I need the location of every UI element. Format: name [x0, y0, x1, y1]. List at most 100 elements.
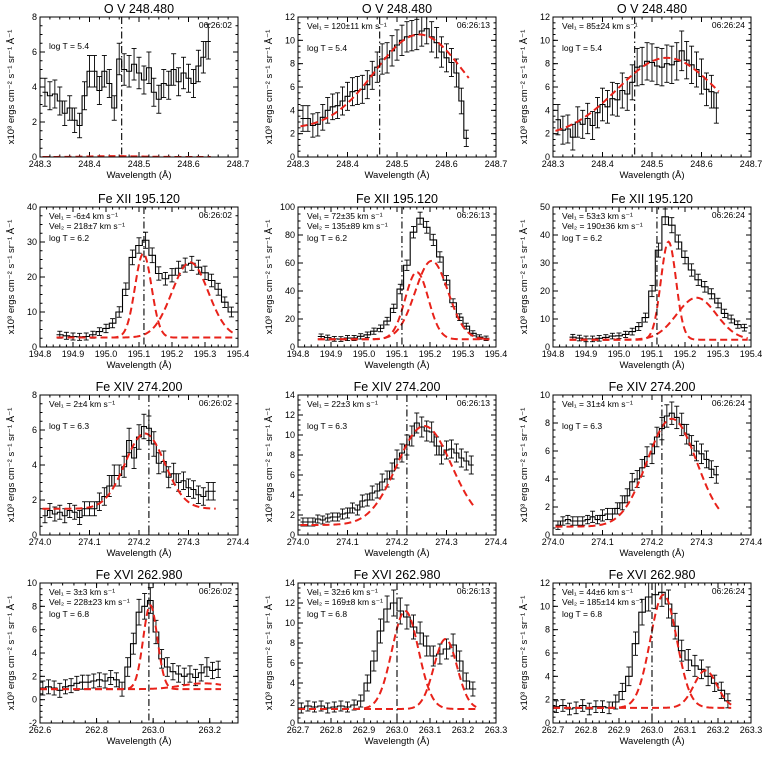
y-tick-label: 2: [32, 495, 37, 505]
y-tick-label: 0: [545, 718, 550, 728]
panel-title: Fe XVI 262.980: [609, 568, 696, 582]
x-tick-label: 248.4: [78, 159, 101, 169]
spectral-panel: Fe XII 195.120 194.8 194.9 195.0 195.1 195.2 1…: [6, 192, 249, 371]
timestamp-label: 06:26:24: [712, 398, 745, 408]
gaussian-fit-curve: [298, 638, 477, 710]
panel-title: Fe XIV 274.200: [609, 380, 696, 394]
y-tick-label: 20: [540, 286, 550, 296]
y-tick-label: 2: [545, 502, 550, 512]
velocity-annotation: Vel₁ = 72±35 km s⁻¹: [307, 211, 383, 221]
y-axis-label: x10³ ergs cm⁻² s⁻¹ sr⁻¹ Å⁻¹: [6, 220, 17, 335]
x-tick-label: 195.1: [386, 349, 409, 359]
y-tick-label: 4: [290, 490, 295, 500]
spectral-panel: Fe XVI 262.980 262.7 262.8 262.9 263.0 263.1 2…: [519, 568, 762, 747]
x-tick-label: 263.2: [198, 725, 221, 735]
y-tick-label: 10: [540, 601, 550, 611]
timestamp-label: 06:26:13: [457, 210, 490, 220]
intensity-histogram: [569, 216, 748, 340]
x-tick-label: 195.2: [419, 349, 442, 359]
x-tick-label: 195.2: [674, 349, 697, 359]
x-axis-label: Wavelength (Å): [106, 360, 171, 371]
y-tick-label: 8: [290, 638, 295, 648]
x-tick-label: 274.2: [386, 537, 409, 547]
y-tick-label: 0: [32, 530, 37, 540]
gaussian-fit-curve: [40, 604, 222, 691]
y-tick-label: 0: [32, 342, 37, 352]
panel-title: Fe XIV 274.200: [354, 380, 441, 394]
gaussian-fit-curve: [40, 682, 222, 691]
panel-title: Fe XII 195.120: [356, 192, 438, 206]
y-tick-label: 12: [285, 12, 295, 22]
x-tick-label: 195.4: [740, 349, 763, 359]
y-axis-label: x10³ ergs cm⁻² s⁻¹ sr⁻¹ Å⁻¹: [519, 408, 530, 523]
data-layer: [555, 17, 720, 157]
data-layer: [553, 583, 732, 723]
gaussian-fit-curve: [553, 669, 732, 709]
timestamp-label: 06:26:02: [199, 586, 232, 596]
velocity-annotation: Vel₁ = 31±4 km s⁻¹: [562, 399, 633, 409]
y-tick-label: 50: [540, 202, 550, 212]
x-tick-label: 262.7: [287, 725, 310, 735]
spectral-panel: Fe XIV 274.200 274.0 274.1 274.2 274.3 274.4 0…: [264, 380, 507, 559]
y-tick-label: 10: [27, 578, 37, 588]
log-temperature-label: log T = 6.8: [49, 609, 89, 619]
x-tick-label: 248.3: [287, 159, 310, 169]
x-tick-label: 195.1: [128, 349, 151, 359]
y-tick-label: 12: [285, 410, 295, 420]
x-tick-label: 262.9: [353, 725, 376, 735]
y-tick-label: 0: [32, 152, 37, 162]
log-temperature-label: log T = 5.4: [562, 43, 602, 53]
x-tick-label: 248.5: [386, 159, 409, 169]
y-tick-label: 6: [545, 82, 550, 92]
gaussian-fit-curve: [56, 261, 236, 339]
timestamp-label: 06:26:24: [712, 586, 745, 596]
plot-frame: [552, 582, 752, 724]
velocity-annotation: Vel₂ = 228±23 km s⁻¹: [49, 597, 130, 607]
y-tick-label: 4: [545, 474, 550, 484]
x-tick-label: 274.0: [29, 537, 52, 547]
gaussian-fit-curve: [553, 593, 732, 709]
data-layer: [40, 583, 222, 723]
y-tick-label: 14: [285, 578, 295, 588]
x-tick-label: 274.4: [485, 537, 508, 547]
y-tick-label: 4: [32, 648, 37, 658]
y-axis-label: x10³ ergs cm⁻² s⁻¹ sr⁻¹ Å⁻¹: [264, 596, 275, 711]
x-tick-label: 194.8: [29, 349, 52, 359]
x-tick-label: 262.7: [542, 725, 565, 735]
velocity-annotation: Vel₁ = 3±3 km s⁻¹: [49, 587, 115, 597]
plot-frame: [552, 394, 752, 536]
panel-title: Fe XVI 262.980: [96, 568, 183, 582]
y-tick-label: 4: [290, 105, 295, 115]
panel-title: Fe XIV 274.200: [96, 380, 183, 394]
plot-frame: [297, 394, 497, 536]
data-layer: [555, 395, 720, 535]
x-tick-label: 248.3: [542, 159, 565, 169]
x-tick-label: 274.3: [177, 537, 200, 547]
x-tick-label: 195.0: [95, 349, 118, 359]
y-tick-label: 80: [285, 230, 295, 240]
y-tick-label: 8: [545, 418, 550, 428]
x-tick-label: 263.1: [674, 725, 697, 735]
x-tick-label: 248.6: [177, 159, 200, 169]
x-tick-label: 274.0: [287, 537, 310, 547]
data-layer: [300, 395, 475, 535]
x-tick-label: 274.4: [227, 537, 250, 547]
x-tick-label: 274.4: [740, 537, 763, 547]
y-tick-label: 10: [540, 35, 550, 45]
log-temperature-label: log T = 6.8: [307, 609, 347, 619]
x-tick-label: 248.4: [591, 159, 614, 169]
y-tick-label: 30: [540, 258, 550, 268]
x-tick-label: 274.1: [78, 537, 101, 547]
x-axis-label: Wavelength (Å): [619, 360, 684, 371]
velocity-annotation: Vel₁ = 53±3 km s⁻¹: [562, 211, 633, 221]
gaussian-fit-curve: [298, 610, 477, 710]
y-axis-label: x10³ ergs cm⁻² s⁻¹ sr⁻¹ Å⁻¹: [6, 408, 17, 523]
y-tick-label: 30: [27, 237, 37, 247]
y-tick-label: 12: [540, 578, 550, 588]
x-axis-label: Wavelength (Å): [364, 360, 429, 371]
y-tick-label: 2: [32, 671, 37, 681]
y-tick-label: 40: [540, 230, 550, 240]
y-tick-label: 10: [540, 390, 550, 400]
plot-frame: [39, 582, 239, 724]
x-tick-label: 248.7: [227, 159, 250, 169]
